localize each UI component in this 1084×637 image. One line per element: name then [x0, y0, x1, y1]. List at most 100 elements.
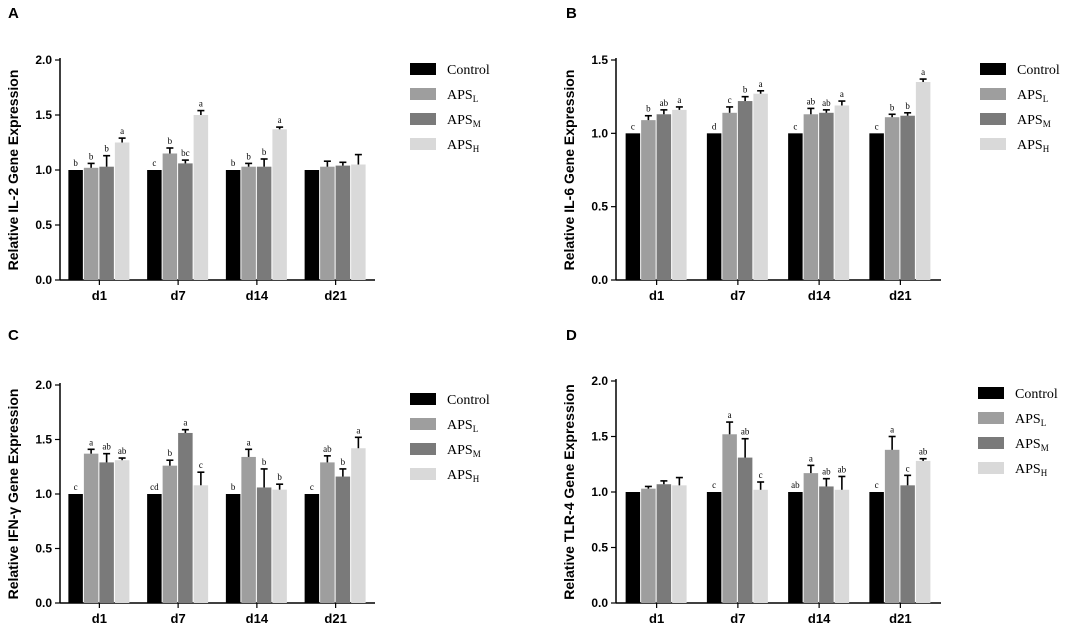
significance-label: b: [743, 85, 748, 95]
x-tick-label: d14: [246, 288, 269, 303]
bar: [114, 142, 130, 280]
legend-label: Control: [447, 393, 490, 408]
bar: [83, 453, 99, 603]
legend-swatch: [410, 113, 436, 125]
legend-label-subscript: M: [1041, 443, 1049, 453]
legend-label-main: APS: [447, 443, 473, 458]
significance-label: b: [168, 448, 173, 458]
significance-label: ab: [822, 467, 831, 477]
bar: [178, 432, 193, 603]
bar: [162, 153, 178, 280]
legend-label-subscript: H: [473, 474, 480, 484]
bar: [884, 117, 900, 280]
legend-label-main: APS: [1015, 412, 1041, 427]
y-tick-label: 1.5: [591, 430, 608, 444]
legend-swatch: [978, 437, 1004, 449]
significance-label: cd: [150, 482, 159, 492]
legend-label-subscript: H: [473, 144, 480, 154]
legend-swatch: [978, 462, 1004, 474]
y-tick-label: 0.0: [35, 273, 52, 287]
legend-label: APSL: [447, 418, 478, 434]
y-tick-label: 2.0: [35, 378, 52, 392]
bar: [193, 115, 209, 280]
bar: [915, 82, 931, 280]
bar: [162, 465, 178, 603]
legend-label: APSH: [447, 468, 480, 484]
significance-label: c: [759, 470, 763, 480]
y-tick-label: 2.0: [591, 374, 608, 388]
legend-label-subscript: L: [1043, 94, 1049, 104]
significance-label: c: [199, 460, 203, 470]
x-tick-label: d1: [649, 288, 664, 303]
significance-label: a: [356, 425, 360, 435]
significance-label: b: [231, 482, 236, 492]
significance-label: ab: [822, 98, 831, 108]
y-tick-label: 1.5: [35, 433, 52, 447]
bar: [819, 486, 834, 603]
legend-swatch: [410, 88, 436, 100]
y-axis-title: Relative IL-2 Gene Expression: [5, 70, 21, 271]
y-tick-label: 0.0: [591, 596, 608, 610]
bar: [641, 488, 656, 603]
legend-swatch: [410, 138, 436, 150]
panel-letter: D: [566, 327, 577, 344]
bar: [320, 462, 335, 603]
bar: [99, 462, 114, 603]
significance-label: ab: [323, 444, 332, 454]
legend-swatch: [978, 412, 1004, 424]
bar: [625, 133, 641, 280]
bar: [256, 487, 272, 603]
significance-label: a: [89, 437, 93, 447]
significance-label: a: [840, 89, 844, 99]
x-tick-label: d7: [730, 288, 745, 303]
significance-label: a: [199, 99, 203, 109]
bar: [722, 112, 737, 280]
bar: [672, 485, 687, 603]
significance-label: c: [875, 121, 879, 131]
bar: [147, 494, 162, 603]
bar: [788, 133, 803, 280]
bar: [788, 492, 803, 603]
bar: [869, 133, 884, 280]
significance-label: ab: [741, 427, 750, 437]
legend-label: APSL: [1015, 412, 1046, 428]
legend-label: APSH: [1017, 138, 1050, 154]
x-tick-label: d1: [92, 611, 107, 626]
legend-swatch: [980, 138, 1006, 150]
bar: [241, 166, 256, 280]
bar: [641, 120, 656, 280]
legend-label-main: APS: [1017, 113, 1043, 128]
y-tick-label: 0.0: [35, 596, 52, 610]
significance-label: b: [262, 147, 267, 157]
significance-label: ab: [807, 96, 816, 106]
bar: [320, 166, 335, 280]
legend-label-subscript: M: [473, 449, 481, 459]
significance-label: a: [728, 410, 732, 420]
bar: [178, 163, 193, 280]
bar: [304, 170, 320, 280]
legend-label-subscript: M: [1043, 119, 1051, 129]
legend-label: Control: [1017, 63, 1060, 78]
x-tick-label: d1: [649, 611, 664, 626]
significance-label: c: [712, 480, 716, 490]
bar: [68, 494, 83, 603]
x-tick-label: d21: [324, 611, 346, 626]
legend-label-main: APS: [1017, 88, 1043, 103]
significance-label: c: [310, 482, 314, 492]
significance-label: b: [168, 136, 173, 146]
x-tick-label: d7: [171, 288, 186, 303]
legend-label-main: APS: [447, 138, 473, 153]
panel-letter: A: [8, 5, 19, 22]
legend-label: APSM: [447, 113, 481, 129]
x-tick-label: d21: [324, 288, 346, 303]
panel-letter: C: [8, 327, 19, 344]
y-tick-label: 1.0: [591, 126, 608, 140]
y-axis-title: Relative IL-6 Gene Expression: [561, 70, 577, 271]
significance-label: b: [89, 151, 94, 161]
legend-swatch: [410, 393, 436, 405]
legend-label: APSL: [1017, 88, 1048, 104]
legend-label: Control: [1015, 387, 1058, 402]
significance-label: c: [74, 482, 78, 492]
significance-label: ab: [919, 447, 928, 457]
bar: [335, 165, 351, 280]
